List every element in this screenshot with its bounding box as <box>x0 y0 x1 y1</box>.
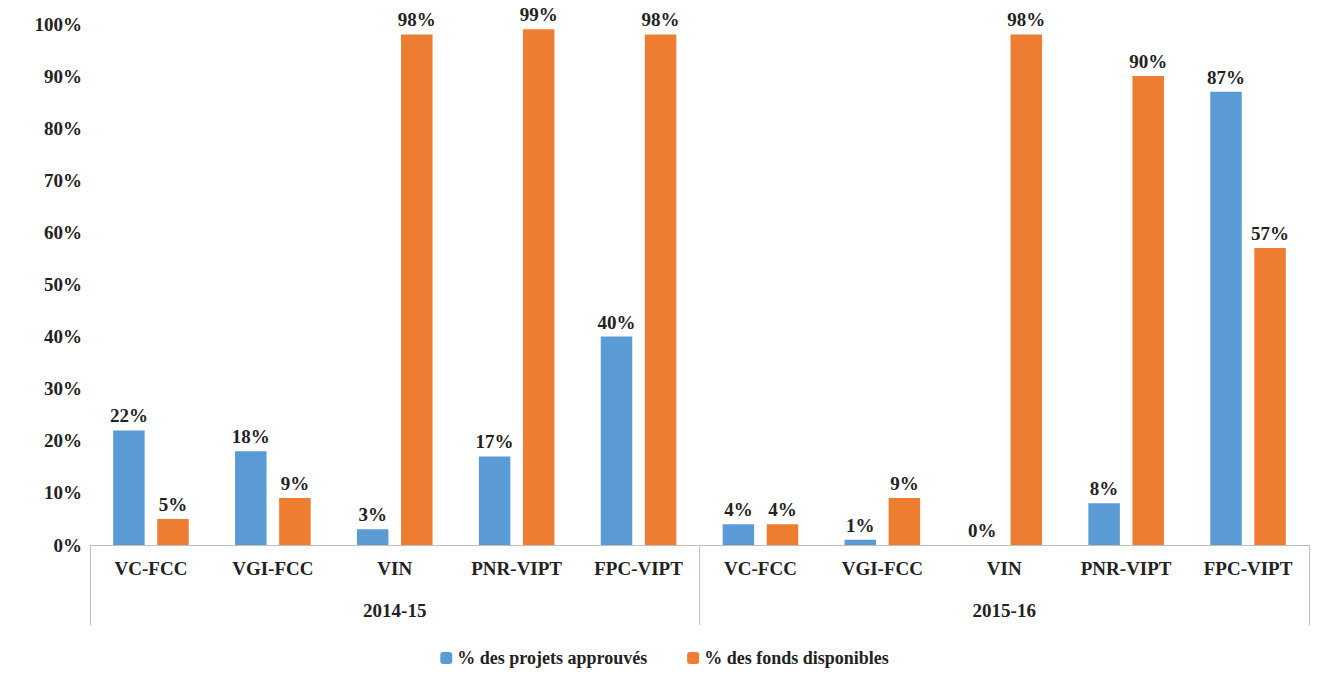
svg-text:VGI-FCC: VGI-FCC <box>842 558 923 579</box>
svg-text:VGI-FCC: VGI-FCC <box>232 558 313 579</box>
svg-text:80%: 80% <box>44 118 82 139</box>
svg-text:9%: 9% <box>281 473 310 494</box>
svg-text:50%: 50% <box>44 274 82 295</box>
svg-text:4%: 4% <box>724 499 753 520</box>
svg-text:VC-FCC: VC-FCC <box>115 558 188 579</box>
svg-text:20%: 20% <box>44 430 82 451</box>
svg-text:2014-15: 2014-15 <box>363 600 426 621</box>
svg-text:1%: 1% <box>846 515 875 536</box>
svg-text:% des fonds disponibles: % des fonds disponibles <box>704 648 889 668</box>
svg-text:40%: 40% <box>598 312 636 333</box>
svg-text:17%: 17% <box>476 431 514 452</box>
svg-text:10%: 10% <box>44 482 82 503</box>
svg-text:22%: 22% <box>110 405 148 426</box>
svg-text:40%: 40% <box>44 326 82 347</box>
svg-text:PNR-VIPT: PNR-VIPT <box>471 558 562 579</box>
svg-text:30%: 30% <box>44 378 82 399</box>
svg-text:90%: 90% <box>1129 51 1167 72</box>
svg-text:60%: 60% <box>44 222 82 243</box>
svg-text:% des projets approuvés: % des projets approuvés <box>457 648 647 668</box>
svg-text:FPC-VIPT: FPC-VIPT <box>1204 558 1293 579</box>
svg-text:100%: 100% <box>35 14 83 35</box>
svg-text:0%: 0% <box>54 535 83 556</box>
svg-text:18%: 18% <box>232 426 270 447</box>
svg-text:87%: 87% <box>1207 67 1245 88</box>
svg-text:90%: 90% <box>44 66 82 87</box>
svg-text:VC-FCC: VC-FCC <box>724 558 797 579</box>
svg-text:98%: 98% <box>1007 9 1045 30</box>
svg-text:98%: 98% <box>642 9 680 30</box>
svg-text:70%: 70% <box>44 170 82 191</box>
svg-text:0%: 0% <box>968 520 997 541</box>
svg-text:3%: 3% <box>358 504 387 525</box>
svg-text:VIN: VIN <box>377 558 412 579</box>
svg-text:99%: 99% <box>520 4 558 25</box>
svg-text:9%: 9% <box>890 473 919 494</box>
svg-text:VIN: VIN <box>987 558 1022 579</box>
svg-text:PNR-VIPT: PNR-VIPT <box>1081 558 1172 579</box>
svg-text:2015-16: 2015-16 <box>973 600 1036 621</box>
svg-text:8%: 8% <box>1090 478 1119 499</box>
svg-text:FPC-VIPT: FPC-VIPT <box>594 558 683 579</box>
svg-text:98%: 98% <box>398 9 436 30</box>
svg-text:5%: 5% <box>159 494 188 515</box>
svg-text:4%: 4% <box>768 499 797 520</box>
svg-text:57%: 57% <box>1251 223 1289 244</box>
